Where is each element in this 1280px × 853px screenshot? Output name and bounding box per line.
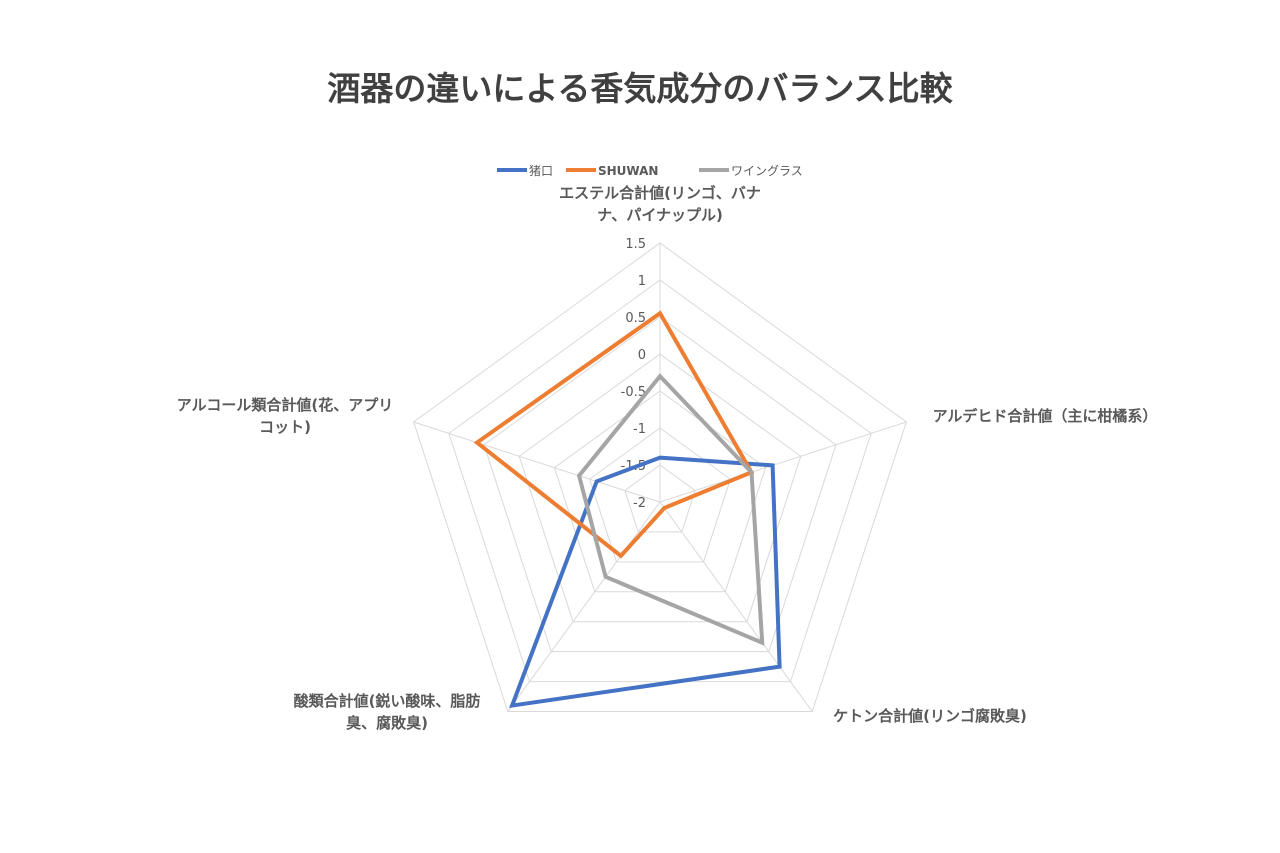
legend-label: SHUWAN [598, 164, 658, 178]
tick-label: -0.5 [621, 385, 646, 400]
grid-ring [413, 242, 907, 713]
axis-label: エステル合計値(リンゴ、バナ [559, 184, 761, 202]
grid-ring [483, 316, 837, 653]
axis-label: ケトン合計値(リンゴ腐敗臭) [833, 707, 1027, 725]
axis-label: ナ、パイナップル) [597, 206, 723, 224]
axis-label: アルコール類合計値(花、アプリ [177, 396, 393, 414]
axis-label: 酸類合計値(鋭い酸味、脂肪 [294, 692, 481, 710]
tick-label: 0.5 [625, 311, 646, 326]
tick-label: -1 [633, 422, 646, 437]
legend-label: ワイングラス [731, 164, 803, 178]
grid-ring [553, 390, 767, 593]
grid-ring [448, 279, 872, 683]
grid-spoke [659, 501, 813, 712]
grid-ring [589, 427, 731, 563]
tick-label: 0 [638, 348, 646, 363]
grid-ring [518, 353, 802, 623]
tick-label: 1 [638, 274, 646, 289]
axis-label: アルデヒド合計値（主に柑橘系） [933, 407, 1158, 425]
legend-label: 猪口 [529, 164, 553, 178]
grid-ring [624, 464, 696, 533]
tick-label: -2 [633, 496, 646, 511]
grid-spoke [659, 421, 907, 503]
axis-label: コット) [259, 418, 311, 436]
axis-label: 臭、腐敗臭) [346, 714, 428, 732]
grid-spoke [507, 501, 661, 712]
series-line-1 [473, 310, 755, 559]
tick-label: 1.5 [625, 237, 646, 252]
series-line-0 [509, 455, 782, 709]
grid-spoke [413, 421, 661, 503]
chart-title: 酒器の違いによる香気成分のバランス比較 [327, 69, 953, 108]
series-line-2 [576, 373, 765, 646]
